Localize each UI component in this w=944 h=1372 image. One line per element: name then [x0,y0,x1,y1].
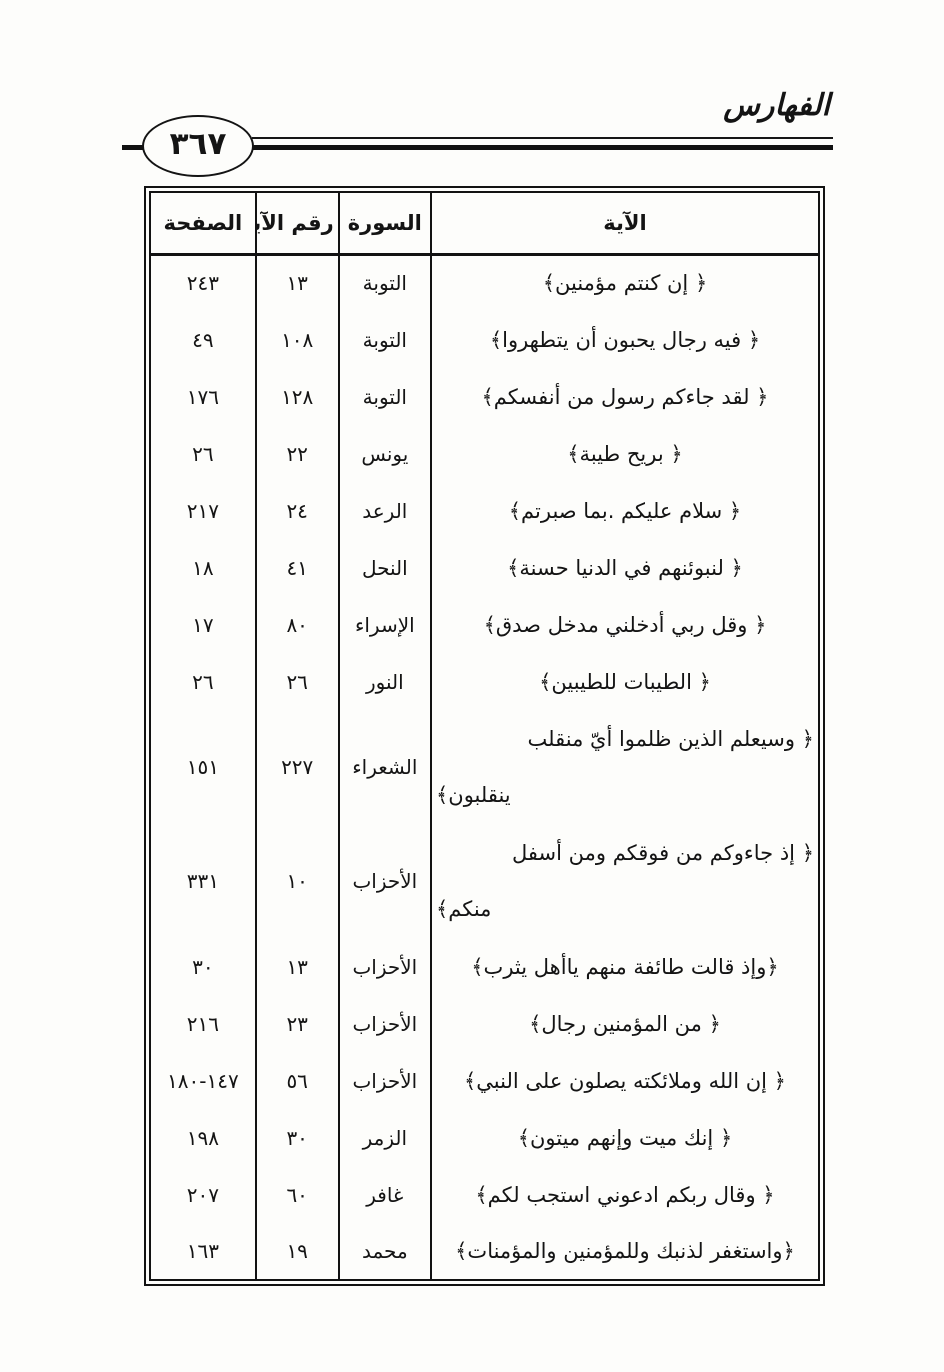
verse-cell: ﴿ وقل ربي أدخلني مدخل صدق﴾ [429,596,821,653]
verse-cell: ﴿ لقد جاءكم رسول من أنفسكم﴾ [429,368,821,425]
page-cell: ٢١٦ [149,995,257,1052]
table-row: ﴿ إن كنتم مؤمنين﴾ التوبة ١٣ ٢٤٣ [149,254,821,311]
verse-line: منكم﴾ [435,897,492,921]
surah-cell: النور [337,653,432,710]
table-row: ﴿ لقد جاءكم رسول من أنفسكم﴾ التوبة ١٢٨ ١… [149,368,821,425]
page-cell: ٢١٧ [149,482,257,539]
page-cell: ١٥١ [149,710,257,824]
surah-cell: الأحزاب [337,824,432,938]
page-cell: ١٦٣ [149,1223,257,1280]
page-cell: ٢٠٧ [149,1166,257,1223]
verse-cell: ﴿ إنك ميت وإنهم ميتون﴾ [429,1109,821,1166]
surah-cell: يونس [337,425,432,482]
page-cell: ٢٤٣ [149,254,257,311]
column-header-page: الصفحة [149,192,257,256]
page-number: ٣٦٧ [169,125,227,162]
surah-cell: الرعد [337,482,432,539]
page-cell: ١٧ [149,596,257,653]
verse-number-cell: ٦٠ [254,1166,340,1223]
verse-number-cell: ٢٤ [254,482,340,539]
table-row: ﴿ لنبوئنهم في الدنيا حسنة﴾ النحل ٤١ ١٨ [149,539,821,596]
page-number-badge: ٣٦٧ [142,115,254,177]
column-header-surah: السورة [337,192,432,256]
index-table: الآية السورة رقم الآية الصفحة ﴿ إن كنتم … [149,191,821,1281]
verse-number-cell: ١٩ [254,1223,340,1280]
verse-cell: ﴿ سلام عليكم .بما صبرتم﴾ [429,482,821,539]
verse-number-cell: ٢٢ [254,425,340,482]
verse-number-cell: ١٣ [254,938,340,995]
verse-cell: ﴿ إن كنتم مؤمنين﴾ [429,254,821,311]
verse-cell: ﴿ فيه رجال يحبون أن يتطهروا﴾ [429,311,821,368]
verse-cell: ﴿ لنبوئنهم في الدنيا حسنة﴾ [429,539,821,596]
verse-number-cell: ٣٠ [254,1109,340,1166]
verses-index-table: الآية السورة رقم الآية الصفحة ﴿ إن كنتم … [144,186,825,1286]
table-row: ﴿ وسيعلم الذين ظلموا أيّ منقلب ينقلبون﴾ … [149,710,821,824]
surah-cell: الأحزاب [337,995,432,1052]
table-row: ﴿وإذ قالت طائفة منهم ياأهل يثرب﴾ الأحزاب… [149,938,821,995]
page-cell: ١٧٦ [149,368,257,425]
column-header-verse: الآية [429,192,821,256]
page-cell: ١٩٨ [149,1109,257,1166]
verse-cell: ﴿ من المؤمنين رجال﴾ [429,995,821,1052]
verse-cell: ﴿ إن الله وملائكته يصلون على النبي﴾ [429,1052,821,1109]
verse-cell: ﴿واستغفر لذنبك وللمؤمنين والمؤمنات﴾ [429,1223,821,1280]
verse-line: ينقلبون﴾ [435,783,511,807]
column-header-verse-number: رقم الآية [254,192,340,256]
table-row: ﴿ وقال ربكم ادعوني استجب لكم﴾ غافر ٦٠ ٢٠… [149,1166,821,1223]
section-title: الفهارس [723,88,830,123]
page-cell: ١٤٧-١٨٠ [149,1052,257,1109]
verse-number-cell: ٥٦ [254,1052,340,1109]
header-row: الآية السورة رقم الآية الصفحة [149,192,821,256]
table-row: ﴿ إن الله وملائكته يصلون على النبي﴾ الأح… [149,1052,821,1109]
header-rule-thin [252,137,833,139]
verse-number-cell: ١٠٨ [254,311,340,368]
surah-cell: الزمر [337,1109,432,1166]
verse-line: ﴿ وسيعلم الذين ظلموا أيّ منقلب [527,727,814,751]
surah-cell: التوبة [337,368,432,425]
table-row: ﴿ إنك ميت وإنهم ميتون﴾ الزمر ٣٠ ١٩٨ [149,1109,821,1166]
table-row: ﴿ بريح طيبة﴾ يونس ٢٢ ٢٦ [149,425,821,482]
table-row: ﴿ إذ جاءوكم من فوقكم ومن أسفل منكم﴾ الأح… [149,824,821,938]
table-row: ﴿ سلام عليكم .بما صبرتم﴾ الرعد ٢٤ ٢١٧ [149,482,821,539]
verse-number-cell: ٢٢٧ [254,710,340,824]
page-cell: ٣٠ [149,938,257,995]
verse-cell: ﴿وإذ قالت طائفة منهم ياأهل يثرب﴾ [429,938,821,995]
surah-cell: الشعراء [337,710,432,824]
verse-cell: ﴿ الطيبات للطيبين﴾ [429,653,821,710]
table-row: ﴿ الطيبات للطيبين﴾ النور ٢٦ ٢٦ [149,653,821,710]
verse-number-cell: ١٣ [254,254,340,311]
header-rule-thick [122,145,833,150]
page-cell: ١٨ [149,539,257,596]
verse-number-cell: ٢٦ [254,653,340,710]
surah-cell: التوبة [337,311,432,368]
page-cell: ٢٦ [149,425,257,482]
verse-cell: ﴿ وسيعلم الذين ظلموا أيّ منقلب ينقلبون﴾ [429,710,821,824]
verse-number-cell: ١٢٨ [254,368,340,425]
surah-cell: النحل [337,539,432,596]
page-cell: ٢٦ [149,653,257,710]
verse-line: ﴿ إذ جاءوكم من فوقكم ومن أسفل [512,841,814,865]
surah-cell: الأحزاب [337,938,432,995]
page-cell: ٣٣١ [149,824,257,938]
table-row: ﴿ فيه رجال يحبون أن يتطهروا﴾ التوبة ١٠٨ … [149,311,821,368]
table-row: ﴿واستغفر لذنبك وللمؤمنين والمؤمنات﴾ محمد… [149,1223,821,1280]
verse-number-cell: ٤١ [254,539,340,596]
surah-cell: غافر [337,1166,432,1223]
page-cell: ٤٩ [149,311,257,368]
verse-cell: ﴿ بريح طيبة﴾ [429,425,821,482]
verse-cell: ﴿ وقال ربكم ادعوني استجب لكم﴾ [429,1166,821,1223]
verse-number-cell: ٨٠ [254,596,340,653]
verse-number-cell: ١٠ [254,824,340,938]
table-row: ﴿ من المؤمنين رجال﴾ الأحزاب ٢٣ ٢١٦ [149,995,821,1052]
surah-cell: الإسراء [337,596,432,653]
verse-cell: ﴿ إذ جاءوكم من فوقكم ومن أسفل منكم﴾ [429,824,821,938]
surah-cell: محمد [337,1223,432,1280]
surah-cell: الأحزاب [337,1052,432,1109]
verse-number-cell: ٢٣ [254,995,340,1052]
surah-cell: التوبة [337,254,432,311]
table-row: ﴿ وقل ربي أدخلني مدخل صدق﴾ الإسراء ٨٠ ١٧ [149,596,821,653]
